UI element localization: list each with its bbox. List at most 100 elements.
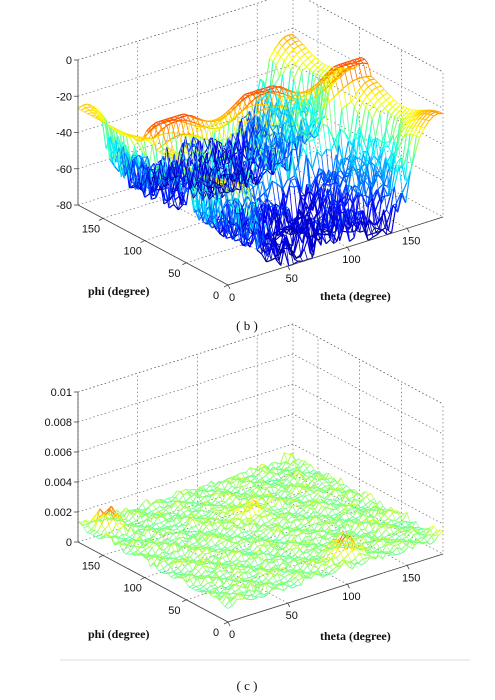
surface-mesh-segment [338, 87, 344, 94]
surface-mesh-segment [392, 106, 397, 110]
surface-mesh-segment [283, 34, 289, 39]
surface-mesh-segment [393, 99, 398, 103]
surface-mesh-segment [317, 62, 323, 69]
surface-mesh-segment [244, 489, 250, 493]
surface-mesh-segment [333, 144, 340, 184]
surface-mesh-segment [226, 236, 232, 239]
surface-mesh-segment [344, 223, 351, 242]
surface-mesh-segment [402, 107, 408, 114]
surface-mesh-segment [291, 53, 298, 60]
phi-tick-mark [140, 240, 145, 243]
surface-mesh-segment [268, 475, 274, 481]
surface-mesh-segment [162, 120, 167, 135]
grid-line [227, 404, 444, 623]
surface-mesh-segment [405, 116, 412, 123]
surface-mesh-segment [356, 56, 362, 60]
surface-mesh-segment [274, 49, 278, 54]
surface-mesh-segment [322, 62, 326, 66]
surface-mesh-segment [287, 148, 293, 159]
surface-mesh-segment [125, 144, 130, 155]
surface-mesh-segment [276, 183, 281, 208]
surface-mesh-segment [298, 67, 303, 73]
surface-mesh-segment [179, 114, 183, 118]
surface-mesh-segment [177, 118, 182, 121]
surface-mesh-segment [163, 520, 169, 526]
surface-mesh-segment [397, 117, 402, 119]
surface-mesh-segment [92, 531, 98, 536]
surface-mesh-segment [131, 520, 137, 524]
surface-mesh-segment [150, 122, 157, 127]
surface-mesh-segment [364, 79, 371, 84]
surface-mesh-segment [362, 196, 368, 208]
surface-mesh-segment [304, 69, 311, 107]
surface-mesh-segment [179, 113, 185, 116]
surface-mesh-segment [146, 511, 152, 515]
surface-mesh-segment [399, 122, 403, 125]
surface-mesh-segment [286, 37, 292, 42]
surface-mesh-segment [152, 122, 157, 130]
surface-mesh-segment [371, 109, 378, 120]
grid-line [77, 0, 444, 73]
surface-mesh-segment [244, 92, 250, 96]
surface-mesh-segment [297, 45, 302, 51]
surface-mesh-segment [90, 115, 95, 118]
surface-mesh-segment [98, 117, 103, 121]
surface-mesh-segment [289, 185, 295, 188]
surface-mesh-segment [110, 157, 115, 167]
surface-mesh-segment [158, 122, 163, 136]
theta-tick-mark [287, 265, 291, 271]
surface-mesh-segment [407, 119, 414, 128]
surface-mesh-segment [255, 94, 261, 99]
surface-mesh-segment [84, 111, 88, 115]
z-tick-label: -20 [56, 91, 72, 103]
theta-axis-label: theta (degree) [320, 289, 391, 303]
surface-mesh-segment [368, 111, 373, 119]
surface-mesh-segment [147, 139, 153, 145]
chart-panel-c: 05010015005010015000.0020.0040.0060.0080… [44, 323, 444, 643]
surface-mesh-segment [352, 78, 358, 82]
surface-mesh-segment [149, 523, 154, 527]
surface-mesh-segment [285, 224, 291, 228]
surface-mesh-segment [360, 82, 366, 89]
surface-mesh-segment [320, 69, 325, 72]
surface-mesh-segment [315, 186, 322, 197]
surface-mesh-segment [278, 42, 283, 47]
surface-mesh-segment [310, 57, 317, 63]
surface-mesh-segment [140, 141, 147, 157]
box-edge [77, 323, 444, 405]
surface-mesh-segment [151, 508, 157, 513]
surface-mesh-segment [312, 67, 319, 74]
surface-mesh-segment [188, 133, 194, 136]
surface-mesh-segment [283, 60, 288, 66]
surface-mesh-segment [415, 113, 422, 120]
surface-mesh-segment [376, 109, 381, 114]
surface-mesh-segment [333, 92, 339, 98]
surface-mesh-segment [381, 104, 386, 109]
surface-mesh-segment [303, 248, 308, 260]
surface-mesh-segment [321, 80, 325, 83]
surface-mesh-segment [104, 524, 110, 530]
surface-mesh-segment [391, 114, 395, 117]
surface-mesh-segment [335, 154, 342, 171]
surface-mesh-segment [288, 108, 295, 134]
surface-mesh-segment [205, 218, 210, 223]
surface-mesh-segment [105, 137, 110, 149]
surface-mesh-segment [399, 127, 406, 136]
surface-mesh-segment [305, 230, 311, 254]
surface-mesh-segment [371, 87, 377, 92]
surface-mesh-segment [370, 75, 375, 80]
surface-mesh-segment [291, 58, 296, 64]
surface-mesh-segment [325, 64, 330, 67]
surface-mesh-segment [247, 190, 252, 193]
surface-mesh-segment [428, 115, 435, 122]
surface-mesh-segment [329, 171, 336, 189]
surface-mesh-segment [352, 81, 357, 95]
surface-mesh-segment [138, 521, 144, 523]
phi-tick-mark [98, 217, 104, 221]
surface-mesh-segment [295, 37, 300, 42]
surface-mesh-segment [136, 137, 142, 141]
surface-mesh-segment [271, 207, 277, 227]
surface-mesh-segment [354, 126, 361, 140]
surface-mesh-segment [124, 520, 129, 523]
surface-mesh-segment [218, 500, 223, 503]
